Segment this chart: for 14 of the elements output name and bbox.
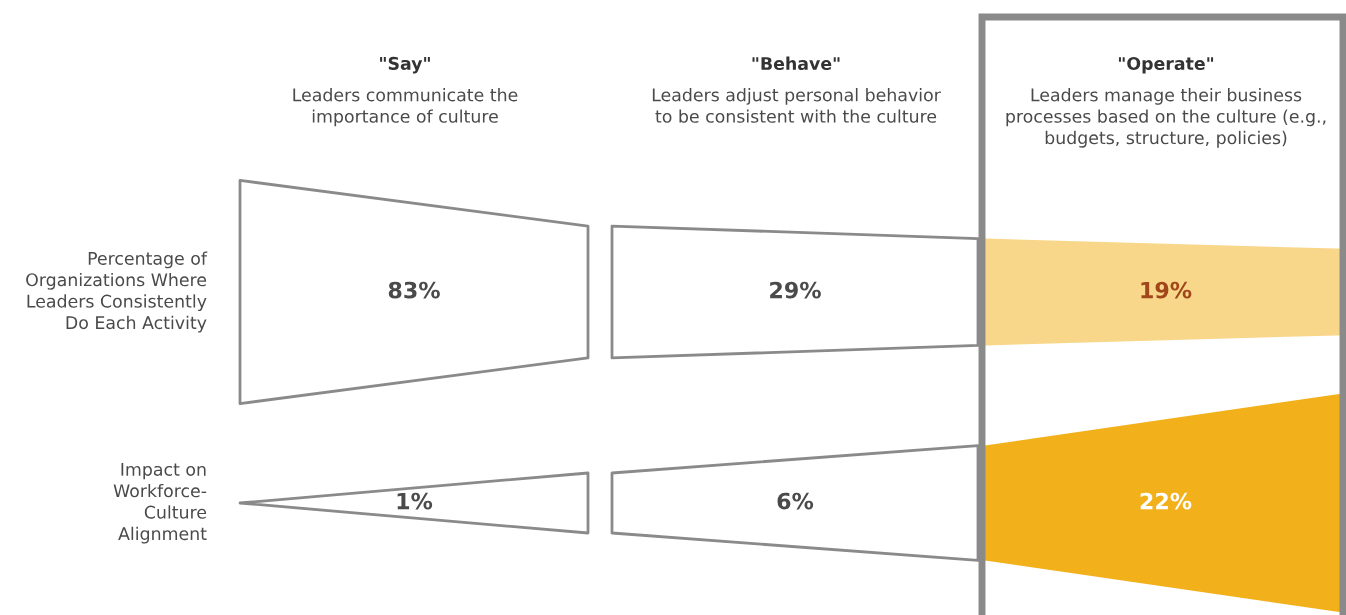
data-label: 83%	[388, 281, 440, 299]
text: Leaders communicate the importance of culture	[293, 88, 518, 127]
data-label: 6%	[777, 492, 814, 510]
data-label: 1%	[397, 492, 433, 510]
series-label: Impact on Workforce- Culture Alignment	[113, 463, 207, 544]
data-label: 19%	[1141, 281, 1192, 299]
category-label: "Say"	[380, 56, 430, 74]
series-label: Percentage of Organizations Where Leaders Consistently Do Each Activity	[26, 251, 208, 333]
category-label: "Operate"	[1118, 56, 1214, 74]
data-label: 29%	[770, 281, 821, 299]
text: Leaders adjust personal behavior to be consistent with the culture	[652, 88, 941, 123]
text: Leaders manage their business processes based on the culture (e.g., budgets, structure, policies)	[1006, 88, 1326, 148]
category-label: "Behave"	[752, 56, 840, 71]
data-label: 22%	[1140, 492, 1192, 510]
